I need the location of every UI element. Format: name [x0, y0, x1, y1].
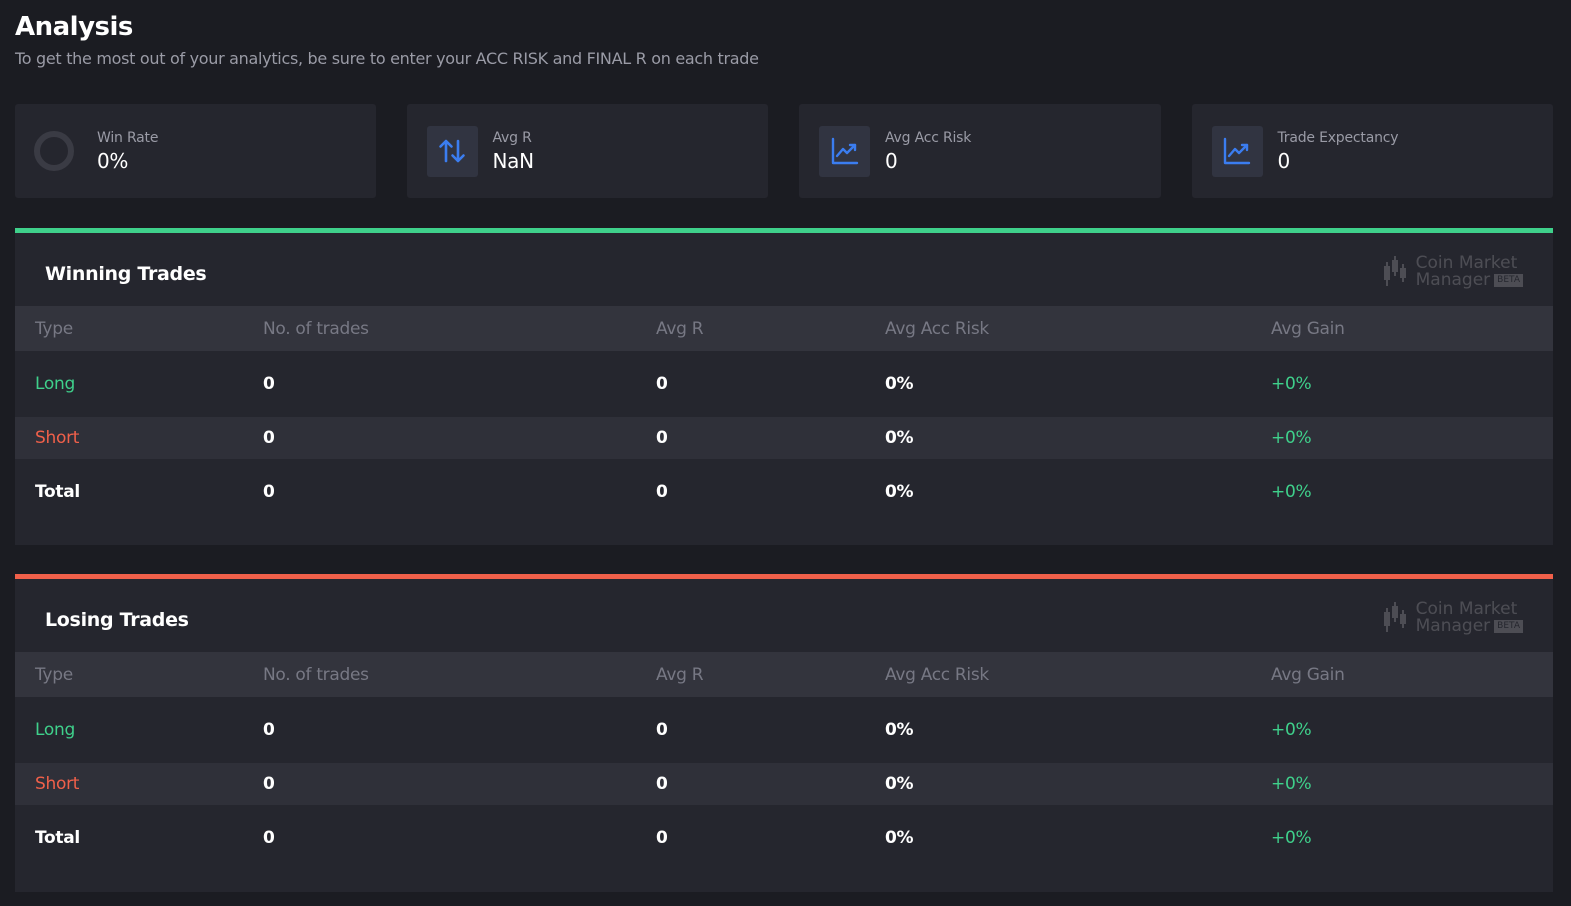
- page-title: Analysis: [15, 12, 133, 42]
- type-cell: Long: [35, 720, 75, 740]
- avg-acc-risk-cell: 0%: [885, 774, 914, 794]
- up-down-arrows-icon: [426, 125, 478, 177]
- candlestick-icon: [1383, 602, 1406, 632]
- column-header-type: Type: [35, 318, 73, 339]
- page-header: Analysis To get the most out of your ana…: [15, 10, 759, 68]
- type-cell: Total: [35, 828, 80, 848]
- table-header: Type No. of trades Avg R Avg Acc Risk Av…: [15, 306, 1553, 351]
- losing-trades-panel: Losing Trades Coin Market Manager BETA Ty…: [15, 574, 1553, 892]
- table-row: Short 0 0 0% +0%: [15, 763, 1553, 805]
- stat-card-avg-r: Avg R NaN: [406, 104, 768, 198]
- avg-gain-cell: +0%: [1271, 374, 1312, 394]
- coin-market-manager-logo: Coin Market Manager BETA: [1382, 255, 1523, 289]
- stat-label: Win Rate: [97, 129, 159, 146]
- avg-gain-cell: +0%: [1271, 720, 1312, 740]
- table-row: Total 0 0 0% +0%: [15, 805, 1553, 871]
- page-subtitle: To get the most out of your analytics, b…: [15, 49, 759, 68]
- column-header-avg-gain: Avg Gain: [1271, 664, 1345, 685]
- table-header: Type No. of trades Avg R Avg Acc Risk Av…: [15, 652, 1553, 697]
- beta-badge: BETA: [1494, 273, 1523, 287]
- avg-acc-risk-cell: 0%: [885, 428, 914, 448]
- avg-r-cell: 0: [656, 482, 668, 502]
- stat-label: Trade Expectancy: [1277, 129, 1399, 146]
- trend-chart-icon: [1211, 125, 1263, 177]
- trades-cell: 0: [263, 720, 275, 740]
- stat-card-win-rate: Win Rate 0%: [15, 104, 376, 198]
- stat-card-trade-expectancy: Trade Expectancy 0: [1191, 104, 1553, 198]
- stat-card-avg-acc-risk: Avg Acc Risk 0: [799, 104, 1161, 198]
- winning-trades-panel: Winning Trades Coin Market Manager BETA T…: [15, 228, 1553, 545]
- stats-row: Win Rate 0% Avg R NaN Avg Acc Risk 0: [15, 104, 1553, 198]
- stat-value: 0: [1277, 148, 1291, 173]
- column-header-trades: No. of trades: [263, 318, 369, 339]
- column-header-avg-r: Avg R: [656, 318, 704, 339]
- table-row: Total 0 0 0% +0%: [15, 459, 1553, 525]
- avg-gain-cell: +0%: [1271, 482, 1312, 502]
- table-row: Short 0 0 0% +0%: [15, 417, 1553, 459]
- table-row: Long 0 0 0% +0%: [15, 351, 1553, 417]
- avg-r-cell: 0: [656, 828, 668, 848]
- column-header-avg-r: Avg R: [656, 664, 704, 685]
- stat-label: Avg R: [492, 129, 532, 146]
- watermark-line1: Coin Market: [1415, 253, 1518, 273]
- stat-value: 0%: [97, 148, 129, 173]
- avg-acc-risk-cell: 0%: [885, 828, 914, 848]
- trades-cell: 0: [263, 774, 275, 794]
- avg-r-cell: 0: [656, 720, 668, 740]
- table-row: Long 0 0 0% +0%: [15, 697, 1553, 763]
- avg-r-cell: 0: [656, 428, 668, 448]
- type-cell: Short: [35, 428, 80, 448]
- column-header-avg-acc-risk: Avg Acc Risk: [885, 664, 989, 685]
- coin-market-manager-logo: Coin Market Manager BETA: [1382, 601, 1523, 635]
- trend-chart-icon: [819, 125, 870, 177]
- avg-gain-cell: +0%: [1271, 774, 1312, 794]
- avg-acc-risk-cell: 0%: [885, 720, 914, 740]
- trades-cell: 0: [263, 428, 275, 448]
- stat-value: NaN: [492, 148, 535, 173]
- candlestick-icon: [1383, 256, 1406, 286]
- stat-label: Avg Acc Risk: [885, 129, 972, 146]
- progress-ring-icon: [34, 131, 74, 171]
- type-cell: Long: [35, 374, 75, 394]
- watermark-line2: Manager: [1415, 270, 1491, 290]
- avg-gain-cell: +0%: [1271, 428, 1312, 448]
- type-cell: Short: [35, 774, 80, 794]
- trades-cell: 0: [263, 828, 275, 848]
- type-cell: Total: [35, 482, 80, 502]
- avg-acc-risk-cell: 0%: [885, 482, 914, 502]
- trades-cell: 0: [263, 482, 275, 502]
- avg-acc-risk-cell: 0%: [885, 374, 914, 394]
- beta-badge: BETA: [1494, 619, 1523, 633]
- column-header-trades: No. of trades: [263, 664, 369, 685]
- panel-title: Winning Trades: [45, 263, 207, 285]
- avg-r-cell: 0: [656, 374, 668, 394]
- column-header-type: Type: [35, 664, 73, 685]
- watermark-line2: Manager: [1415, 616, 1491, 636]
- avg-gain-cell: +0%: [1271, 828, 1312, 848]
- panel-title: Losing Trades: [45, 609, 189, 631]
- avg-r-cell: 0: [656, 774, 668, 794]
- column-header-avg-gain: Avg Gain: [1271, 318, 1345, 339]
- stat-value: 0: [885, 148, 898, 173]
- column-header-avg-acc-risk: Avg Acc Risk: [885, 318, 989, 339]
- trades-cell: 0: [263, 374, 275, 394]
- watermark-line1: Coin Market: [1415, 599, 1518, 619]
